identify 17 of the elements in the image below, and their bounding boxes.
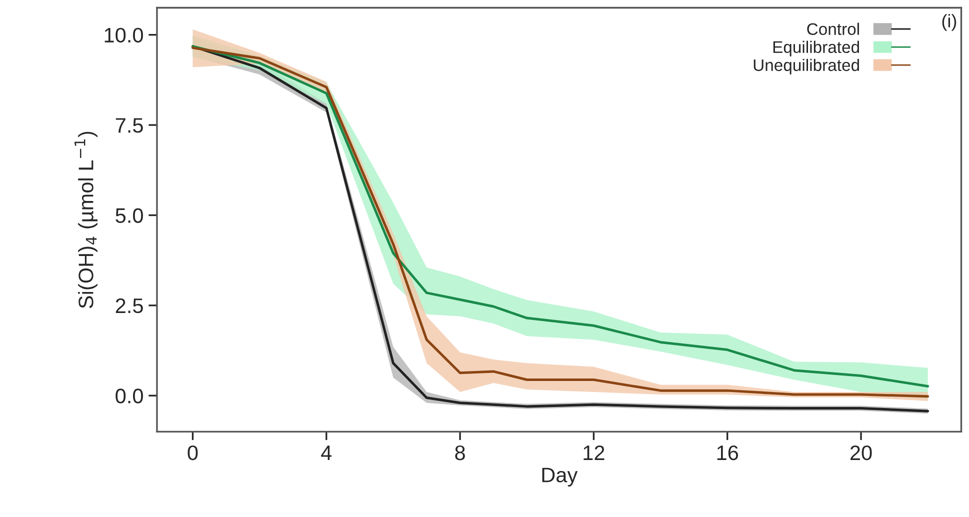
- y-tick-label: 10.0: [104, 28, 143, 43]
- x-axis-title: Day: [542, 468, 578, 487]
- legend-label: Unequilibrated: [754, 58, 859, 74]
- annotation: (i): [942, 14, 956, 31]
- x-tick-label: 20: [850, 445, 872, 460]
- y-tick-label: 0.0: [116, 388, 143, 404]
- y-tick-label: 5.0: [116, 208, 143, 223]
- x-tick-label: 12: [584, 445, 604, 460]
- x-tick-label: 8: [455, 445, 465, 460]
- y-tick-label: 7.5: [116, 118, 143, 133]
- y-axis-title: Si(OH)$_{4}$ (µmol L$^{−1}$): [74, 132, 98, 308]
- legend-label: Control: [807, 22, 859, 35]
- x-tick-label: 4: [321, 446, 332, 460]
- x-tick-label: 0: [188, 445, 198, 460]
- legend-label: Equilibrated: [773, 40, 859, 56]
- x-tick-label: 16: [717, 445, 738, 460]
- y-tick-label: 2.5: [116, 298, 143, 314]
